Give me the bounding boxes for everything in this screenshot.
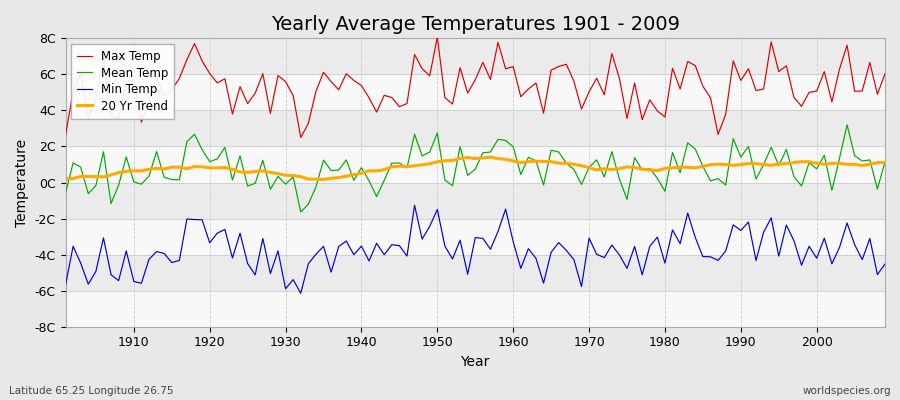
Line: Mean Temp: Mean Temp (66, 125, 885, 212)
Max Temp (288, 93, 299, 98)
20 Yr Trend (121, 169, 131, 174)
Min Temp (295, 291, 306, 296)
Mean Temp (516, 172, 526, 177)
Bar (66, 182, 885, 218)
Min Temp (516, 266, 526, 271)
Line: 20 Yr Trend: 20 Yr Trend (66, 157, 885, 180)
Mean Temp (508, 144, 518, 149)
Bar (66, 38, 885, 74)
Mean Temp (607, 149, 617, 154)
Max Temp (295, 135, 306, 140)
Max Temp (341, 71, 352, 76)
Title: Yearly Average Temperatures 1901 - 2009: Yearly Average Temperatures 1901 - 2009 (271, 15, 680, 34)
Text: worldspecies.org: worldspecies.org (803, 386, 891, 396)
Line: Max Temp: Max Temp (66, 37, 885, 138)
Bar (66, 110, 885, 146)
20 Yr Trend (523, 159, 534, 164)
Min Temp (288, 277, 299, 282)
Mean Temp (295, 210, 306, 214)
20 Yr Trend (614, 166, 625, 171)
Max Temp (614, 76, 625, 81)
20 Yr Trend (60, 176, 71, 181)
Max Temp (60, 133, 71, 138)
Min Temp (60, 283, 71, 288)
Max Temp (121, 80, 131, 85)
Text: Latitude 65.25 Longitude 26.75: Latitude 65.25 Longitude 26.75 (9, 386, 174, 396)
20 Yr Trend (879, 160, 890, 165)
Max Temp (523, 87, 534, 92)
Min Temp (523, 246, 534, 251)
Max Temp (432, 34, 443, 39)
Legend: Max Temp, Mean Temp, Min Temp, 20 Yr Trend: Max Temp, Mean Temp, Min Temp, 20 Yr Tre… (71, 44, 175, 119)
Line: Min Temp: Min Temp (66, 205, 885, 293)
20 Yr Trend (288, 173, 299, 178)
Max Temp (879, 71, 890, 76)
Y-axis label: Temperature: Temperature (15, 138, 29, 226)
Mean Temp (288, 174, 299, 179)
Min Temp (341, 239, 352, 244)
Mean Temp (341, 158, 352, 162)
Min Temp (121, 248, 131, 253)
Min Temp (614, 252, 625, 257)
Bar (66, 255, 885, 291)
Max Temp (516, 94, 526, 99)
20 Yr Trend (318, 177, 328, 182)
20 Yr Trend (341, 174, 352, 179)
Mean Temp (121, 154, 131, 159)
X-axis label: Year: Year (461, 355, 490, 369)
Min Temp (410, 203, 420, 208)
Mean Temp (842, 122, 852, 127)
Mean Temp (60, 191, 71, 196)
Mean Temp (879, 160, 890, 164)
20 Yr Trend (485, 155, 496, 160)
20 Yr Trend (516, 160, 526, 165)
Min Temp (879, 262, 890, 266)
